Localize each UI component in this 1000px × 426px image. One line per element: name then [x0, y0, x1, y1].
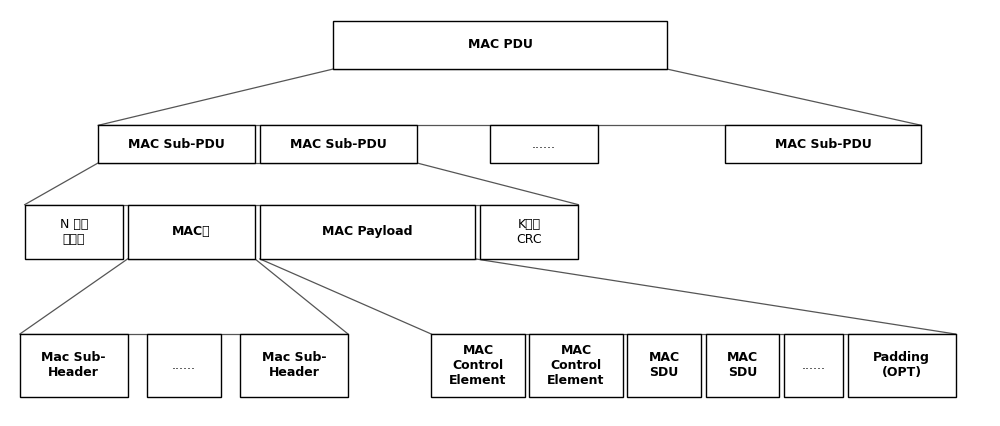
Bar [706, 334, 779, 397]
Text: N 比特
同步码: N 比特 同步码 [60, 218, 88, 246]
Text: MAC Sub-PDU: MAC Sub-PDU [128, 138, 225, 151]
Bar [128, 204, 255, 259]
Text: ......: ...... [532, 138, 556, 151]
Bar [98, 125, 255, 163]
Text: MAC
SDU: MAC SDU [727, 351, 758, 380]
Text: Padding
(OPT): Padding (OPT) [873, 351, 930, 380]
Bar [480, 204, 578, 259]
Bar [848, 334, 956, 397]
Text: ......: ...... [802, 359, 826, 372]
Bar [333, 21, 667, 69]
Bar [240, 334, 348, 397]
Text: MAC
Control
Element: MAC Control Element [547, 344, 605, 387]
Text: MAC Sub-PDU: MAC Sub-PDU [775, 138, 872, 151]
Bar [20, 334, 128, 397]
Bar [627, 334, 701, 397]
Text: MAC Sub-PDU: MAC Sub-PDU [290, 138, 387, 151]
Text: MAC Payload: MAC Payload [322, 225, 413, 238]
Bar [725, 125, 921, 163]
Text: MAC头: MAC头 [172, 225, 211, 238]
Bar [784, 334, 843, 397]
Bar [431, 334, 524, 397]
Bar [25, 204, 123, 259]
Bar [490, 125, 598, 163]
Bar [260, 125, 417, 163]
Text: Mac Sub-
Header: Mac Sub- Header [41, 351, 106, 380]
Text: MAC
Control
Element: MAC Control Element [449, 344, 507, 387]
Text: MAC PDU: MAC PDU [468, 38, 532, 52]
Text: ......: ...... [172, 359, 196, 372]
Text: Mac Sub-
Header: Mac Sub- Header [262, 351, 326, 380]
Text: MAC
SDU: MAC SDU [649, 351, 680, 380]
Text: K比特
CRC: K比特 CRC [517, 218, 542, 246]
Bar [147, 334, 221, 397]
Bar [260, 204, 476, 259]
Bar [529, 334, 622, 397]
